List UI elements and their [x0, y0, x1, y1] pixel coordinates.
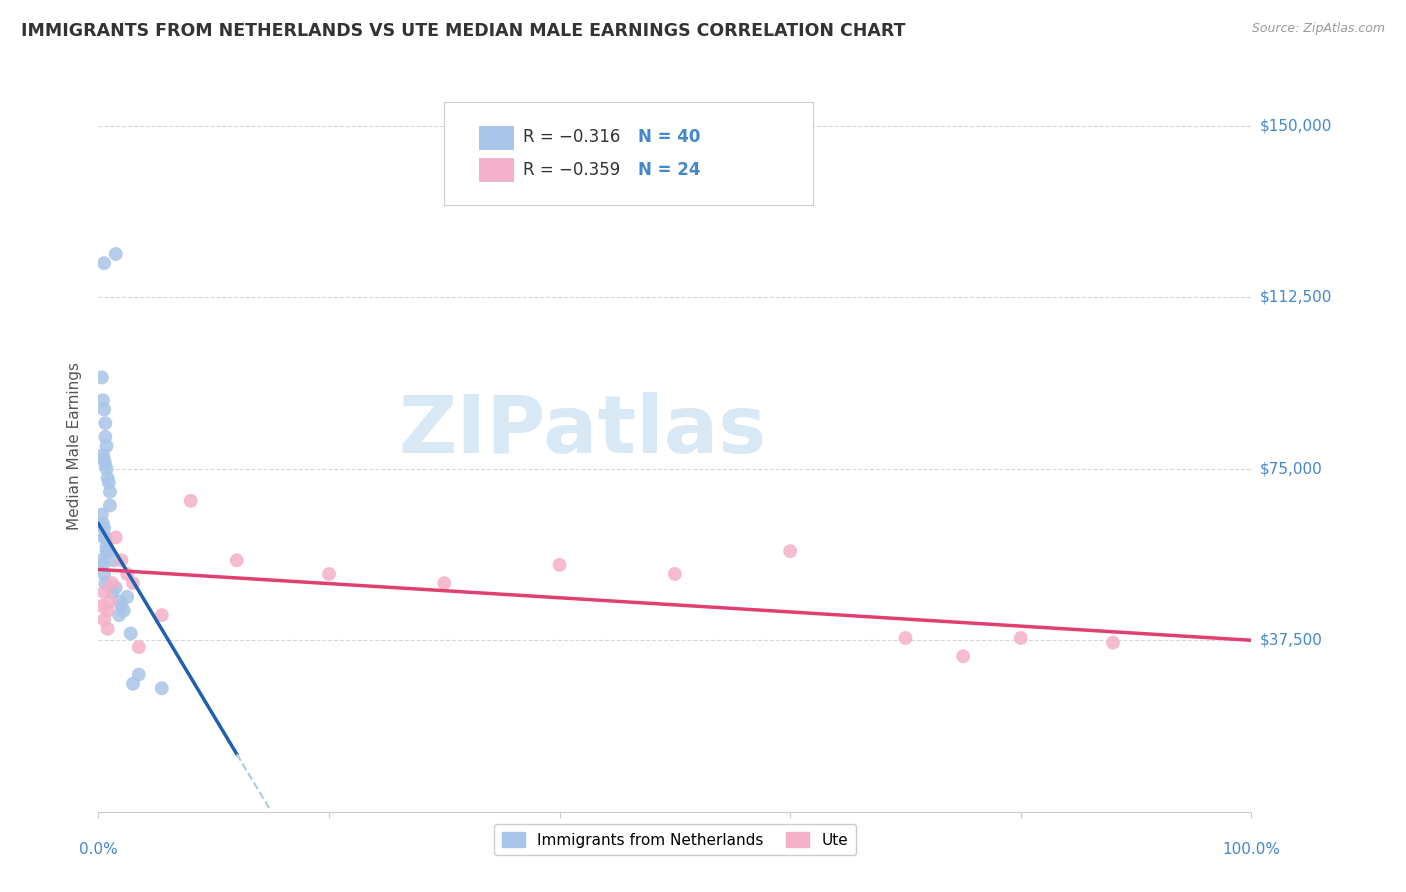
FancyBboxPatch shape	[479, 126, 513, 149]
Point	[97, 475, 120, 490]
Point	[91, 516, 114, 531]
Point	[94, 576, 117, 591]
Point	[117, 590, 139, 604]
Point	[98, 484, 121, 499]
FancyBboxPatch shape	[444, 103, 813, 204]
Point	[93, 567, 115, 582]
Text: 100.0%: 100.0%	[1222, 842, 1281, 857]
Point	[96, 439, 118, 453]
Text: R = −0.359: R = −0.359	[523, 161, 620, 178]
Point	[318, 567, 340, 582]
Point	[779, 544, 801, 558]
FancyBboxPatch shape	[479, 158, 513, 181]
Point	[90, 553, 112, 567]
Text: $112,500: $112,500	[1260, 290, 1331, 305]
Point	[433, 576, 456, 591]
Point	[122, 576, 145, 591]
Point	[150, 608, 173, 623]
Point	[548, 558, 571, 572]
Point	[90, 370, 112, 384]
Point	[1102, 635, 1125, 649]
Point	[101, 585, 124, 599]
Point	[94, 457, 117, 471]
Point	[93, 585, 115, 599]
Point	[96, 544, 118, 558]
Text: $150,000: $150,000	[1260, 119, 1331, 134]
Point	[93, 521, 115, 535]
Point	[180, 493, 202, 508]
Point	[93, 256, 115, 270]
Point	[97, 603, 120, 617]
Point	[128, 667, 150, 681]
Point	[1010, 631, 1032, 645]
Text: ZIPatlas: ZIPatlas	[398, 392, 766, 470]
Text: N = 24: N = 24	[638, 161, 700, 178]
Y-axis label: Median Male Earnings: Median Male Earnings	[67, 362, 83, 530]
Point	[150, 681, 173, 696]
Point	[110, 599, 132, 613]
Point	[225, 553, 247, 567]
Point	[97, 544, 120, 558]
Point	[128, 640, 150, 655]
Text: $75,000: $75,000	[1260, 461, 1323, 476]
Point	[94, 530, 117, 544]
Text: 0.0%: 0.0%	[79, 842, 118, 857]
Point	[90, 599, 112, 613]
Point	[93, 402, 115, 417]
Point	[952, 649, 974, 664]
Point	[101, 576, 124, 591]
Point	[94, 430, 117, 444]
Point	[93, 613, 115, 627]
Point	[94, 416, 117, 430]
Point	[108, 594, 131, 608]
Text: R = −0.316: R = −0.316	[523, 128, 620, 146]
Point	[93, 530, 115, 544]
Text: N = 40: N = 40	[638, 128, 700, 146]
Point	[103, 553, 125, 567]
Point	[122, 676, 145, 690]
Point	[894, 631, 917, 645]
Point	[91, 448, 114, 462]
Point	[93, 452, 115, 467]
Point	[104, 530, 127, 544]
Point	[112, 603, 135, 617]
Text: Source: ZipAtlas.com: Source: ZipAtlas.com	[1251, 22, 1385, 36]
Point	[98, 594, 121, 608]
Point	[96, 540, 118, 554]
Point	[117, 567, 139, 582]
Point	[104, 247, 127, 261]
Legend: Immigrants from Netherlands, Ute: Immigrants from Netherlands, Ute	[494, 824, 856, 855]
Point	[97, 471, 120, 485]
Point	[664, 567, 686, 582]
Point	[98, 499, 121, 513]
Point	[91, 393, 114, 408]
Point	[108, 608, 131, 623]
Text: $37,500: $37,500	[1260, 632, 1323, 648]
Point	[110, 553, 132, 567]
Point	[96, 462, 118, 476]
Point	[104, 581, 127, 595]
Point	[120, 626, 142, 640]
Point	[91, 558, 114, 572]
Text: IMMIGRANTS FROM NETHERLANDS VS UTE MEDIAN MALE EARNINGS CORRELATION CHART: IMMIGRANTS FROM NETHERLANDS VS UTE MEDIA…	[21, 22, 905, 40]
Point	[90, 508, 112, 522]
Point	[97, 622, 120, 636]
